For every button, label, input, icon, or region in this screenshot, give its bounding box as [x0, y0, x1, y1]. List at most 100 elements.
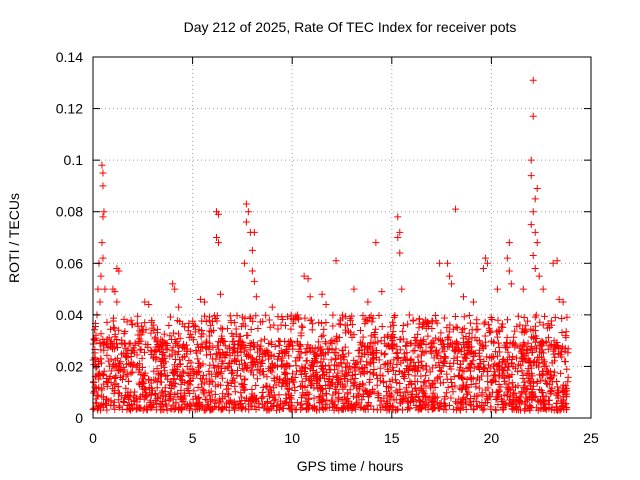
data-point: [225, 363, 233, 371]
data-point: [378, 397, 386, 405]
data-point: [321, 404, 329, 412]
data-point: [262, 350, 270, 358]
data-point: [467, 381, 475, 389]
data-point: [148, 318, 156, 326]
data-point: [537, 404, 545, 412]
data-point: [224, 385, 232, 393]
data-point: [292, 362, 300, 370]
data-point-outlier: [396, 249, 404, 257]
data-point: [443, 375, 451, 383]
data-point: [508, 401, 516, 409]
data-point: [110, 398, 118, 406]
data-point: [548, 321, 556, 329]
data-point: [529, 382, 537, 390]
data-point: [490, 362, 498, 370]
data-point: [119, 398, 127, 406]
data-point: [500, 374, 508, 382]
data-point: [399, 395, 407, 403]
data-point: [503, 366, 511, 374]
data-point: [301, 382, 309, 390]
data-point: [524, 317, 532, 325]
data-point: [202, 317, 210, 325]
data-point: [328, 336, 336, 344]
data-point: [213, 342, 221, 350]
data-point: [179, 367, 187, 375]
data-point: [103, 318, 111, 326]
data-point: [261, 402, 269, 410]
data-point: [176, 334, 184, 342]
data-point: [165, 397, 173, 405]
data-point: [344, 390, 352, 398]
data-point: [557, 369, 565, 377]
data-point: [246, 342, 254, 350]
data-point: [393, 342, 401, 350]
data-point: [458, 367, 466, 375]
data-point: [347, 376, 355, 384]
data-point: [183, 341, 191, 349]
data-point-outlier: [97, 272, 105, 280]
data-point: [285, 338, 293, 346]
data-point: [455, 347, 463, 355]
data-point: [150, 367, 158, 375]
data-point: [325, 361, 333, 369]
data-point: [352, 394, 360, 402]
data-point: [104, 379, 112, 387]
data-point: [553, 400, 561, 408]
data-point: [528, 372, 536, 380]
data-point: [180, 340, 188, 348]
data-point: [406, 362, 414, 370]
data-point: [359, 393, 367, 401]
data-point: [270, 374, 278, 382]
data-point: [544, 380, 552, 388]
data-point: [156, 393, 164, 401]
data-point-outlier: [98, 239, 106, 247]
data-point: [133, 351, 141, 359]
data-point: [144, 343, 152, 351]
data-point: [172, 339, 180, 347]
data-point: [362, 388, 370, 396]
data-point: [480, 357, 488, 365]
data-point: [257, 362, 265, 370]
data-point: [194, 383, 202, 391]
data-point: [159, 338, 167, 346]
data-point: [514, 382, 522, 390]
data-point: [226, 312, 234, 320]
data-point: [308, 326, 316, 334]
data-point: [166, 313, 174, 321]
data-point: [177, 386, 185, 394]
data-point-outlier: [100, 208, 108, 216]
data-point: [541, 312, 549, 320]
data-point: [291, 383, 299, 391]
data-point: [98, 393, 106, 401]
data-point: [381, 340, 389, 348]
data-point: [443, 370, 451, 378]
data-point-outlier: [529, 208, 537, 216]
data-point: [208, 370, 216, 378]
data-point: [287, 325, 295, 333]
data-point: [181, 400, 189, 408]
data-point: [310, 394, 318, 402]
data-point: [289, 370, 297, 378]
data-point: [320, 325, 328, 333]
data-point: [413, 390, 421, 398]
data-point: [356, 404, 364, 412]
data-point: [96, 339, 104, 347]
data-point: [341, 343, 349, 351]
data-point: [240, 366, 248, 374]
data-point: [240, 386, 248, 394]
data-point: [160, 330, 168, 338]
data-point: [302, 364, 310, 372]
data-point: [415, 315, 423, 323]
data-point: [173, 338, 181, 346]
data-point: [421, 378, 429, 386]
data-point-outlier: [493, 285, 501, 293]
data-point: [433, 375, 441, 383]
data-point: [402, 341, 410, 349]
data-point-outlier: [529, 76, 537, 84]
data-point: [238, 356, 246, 364]
data-point: [97, 359, 105, 367]
data-point: [559, 388, 567, 396]
data-point: [390, 396, 398, 404]
data-point: [123, 391, 131, 399]
